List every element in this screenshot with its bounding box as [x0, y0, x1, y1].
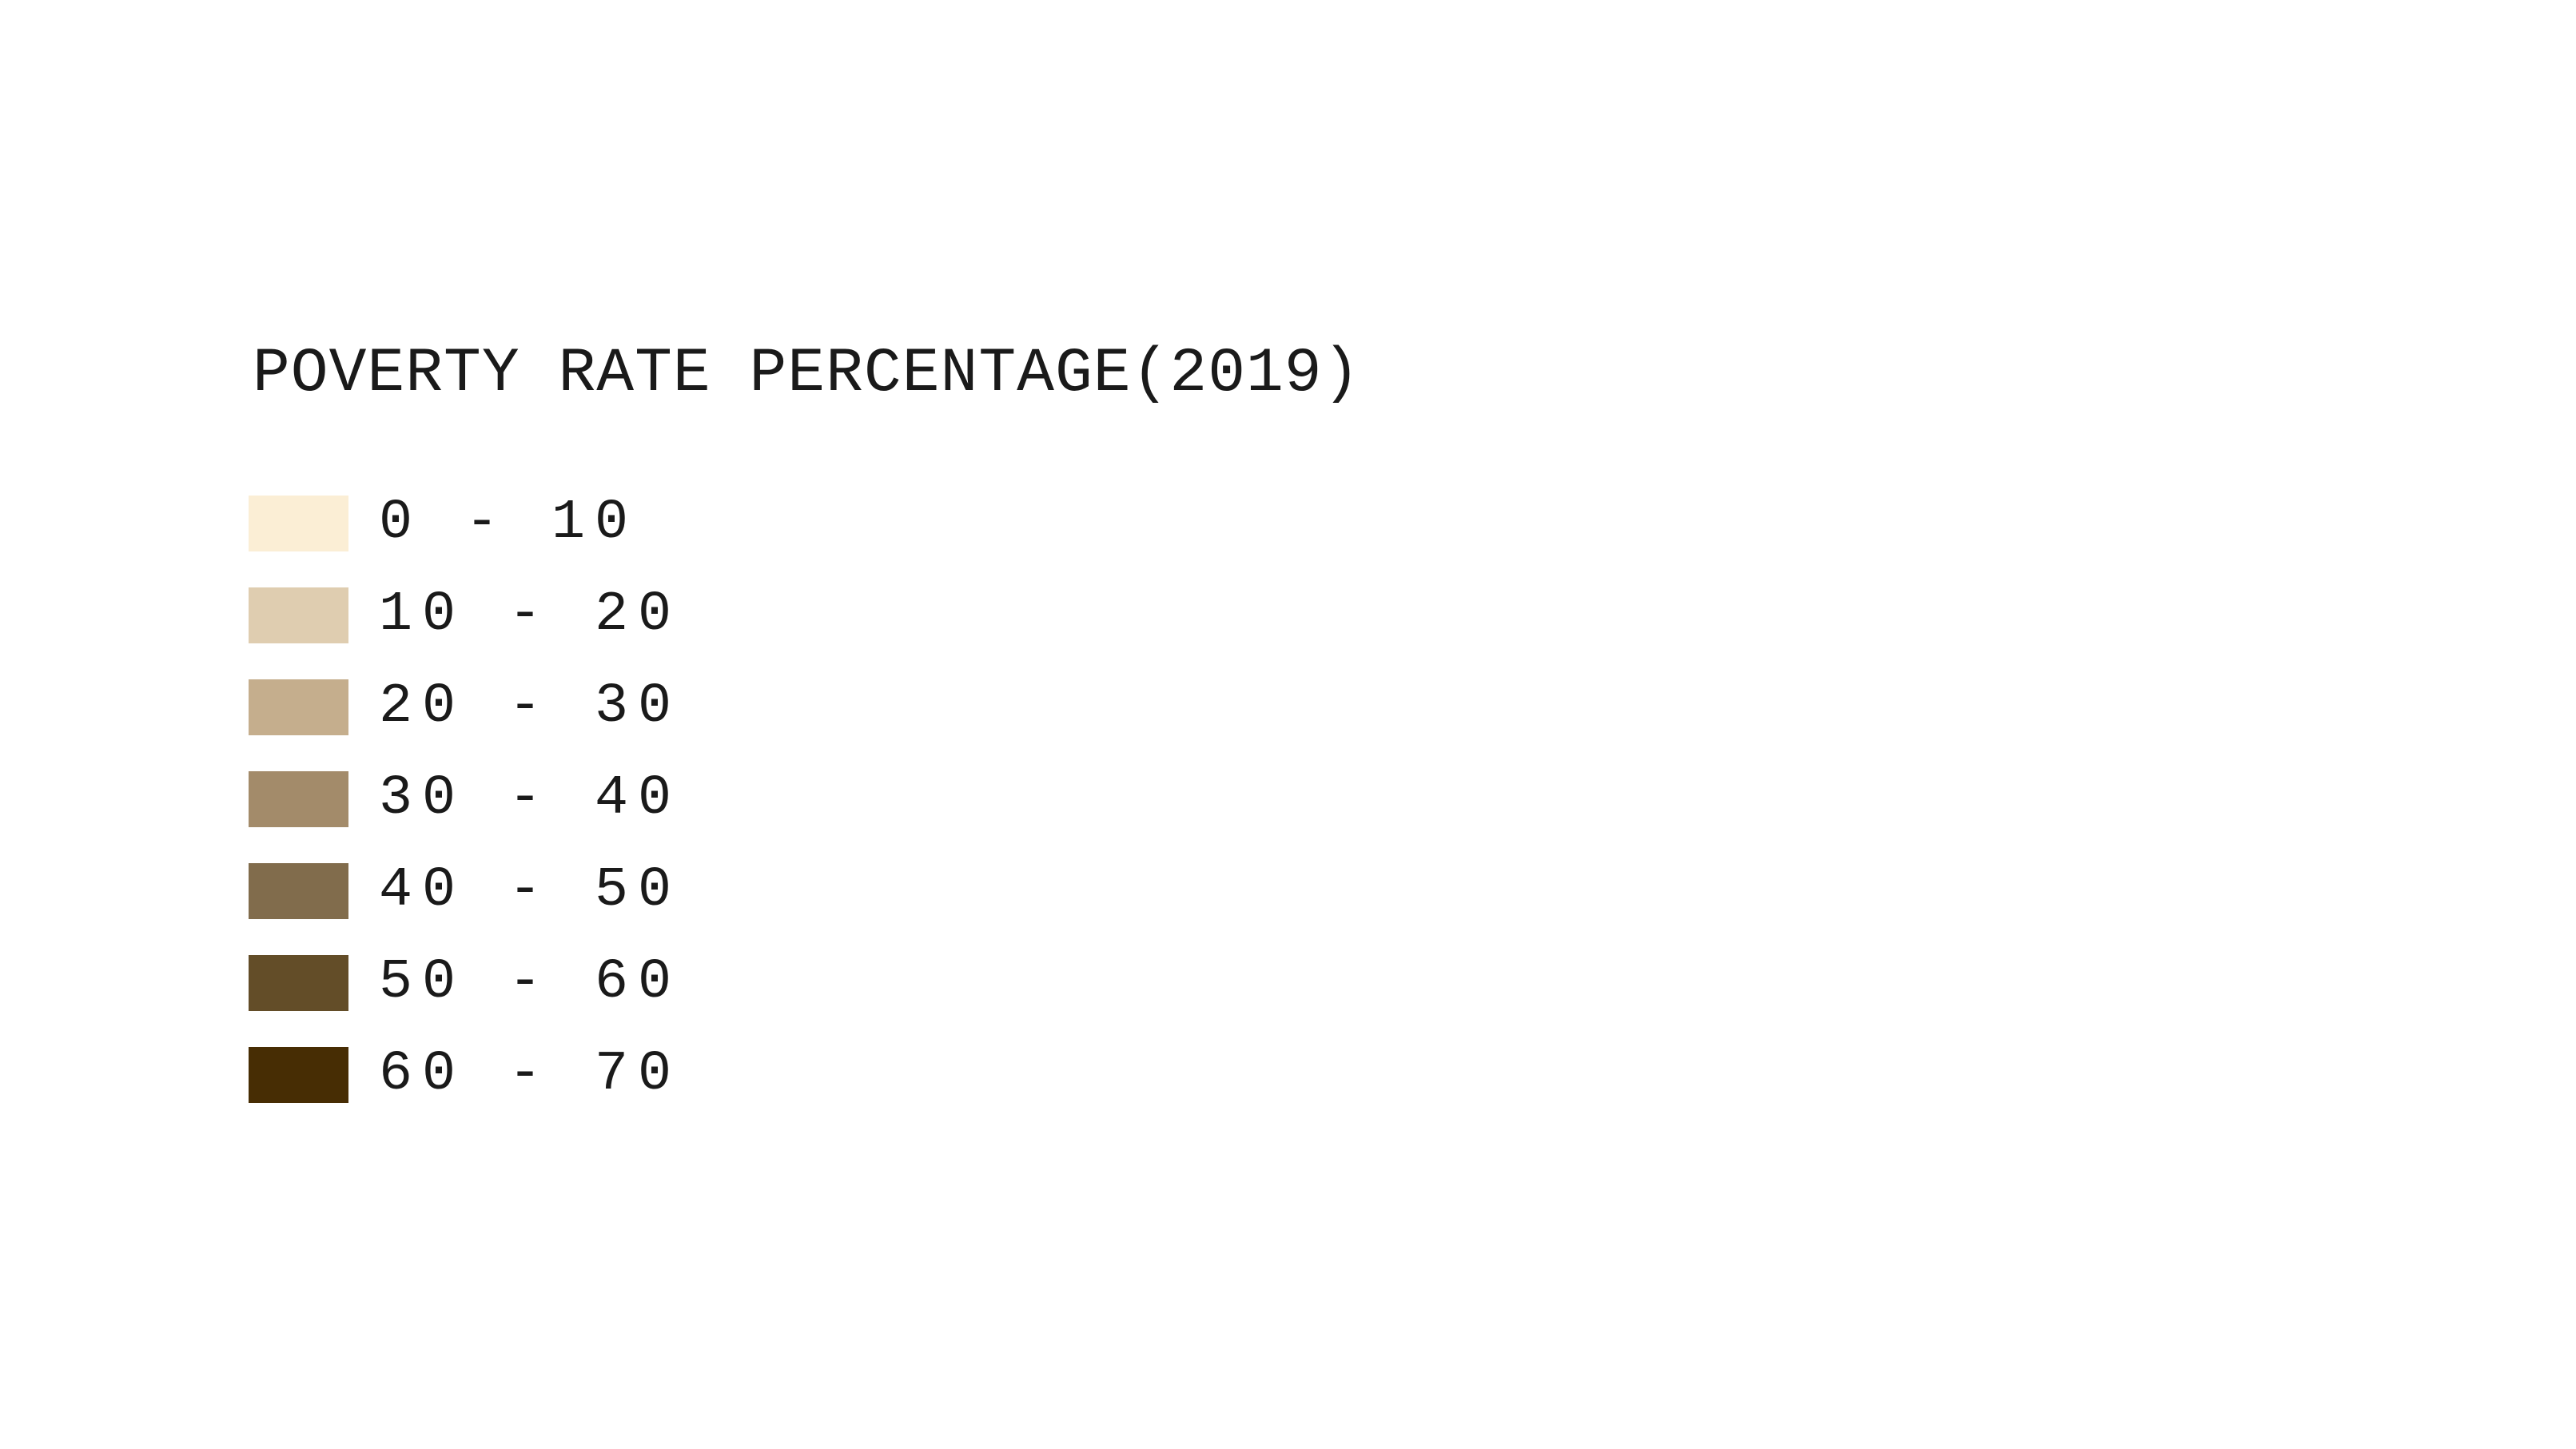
legend-items: 0 - 10 10 - 20 20 - 30 30 - 40 40 - 50 5…: [249, 496, 681, 1103]
legend-range-label: 10 - 20: [379, 583, 682, 647]
legend-range-label: 30 - 40: [379, 767, 682, 830]
legend-swatch: [249, 587, 348, 643]
legend-range-label: 50 - 60: [379, 951, 682, 1014]
legend-item: 20 - 30: [249, 679, 681, 735]
legend-item: 10 - 20: [249, 587, 681, 643]
legend-swatch: [249, 955, 348, 1011]
legend-item: 50 - 60: [249, 955, 681, 1011]
legend-swatch: [249, 679, 348, 735]
legend-swatch: [249, 496, 348, 551]
legend-range-label: 60 - 70: [379, 1043, 682, 1106]
legend-item: 60 - 70: [249, 1047, 681, 1103]
legend-item: 30 - 40: [249, 771, 681, 827]
legend-swatch: [249, 1047, 348, 1103]
legend-range-label: 0 - 10: [379, 492, 639, 555]
legend-range-label: 20 - 30: [379, 675, 682, 738]
legend-item: 0 - 10: [249, 496, 681, 551]
legend-item: 40 - 50: [249, 863, 681, 919]
legend-swatch: [249, 863, 348, 919]
legend-range-label: 40 - 50: [379, 859, 682, 922]
legend-swatch: [249, 771, 348, 827]
legend-title: POVERTY RATE PERCENTAGE(2019): [253, 339, 1361, 409]
